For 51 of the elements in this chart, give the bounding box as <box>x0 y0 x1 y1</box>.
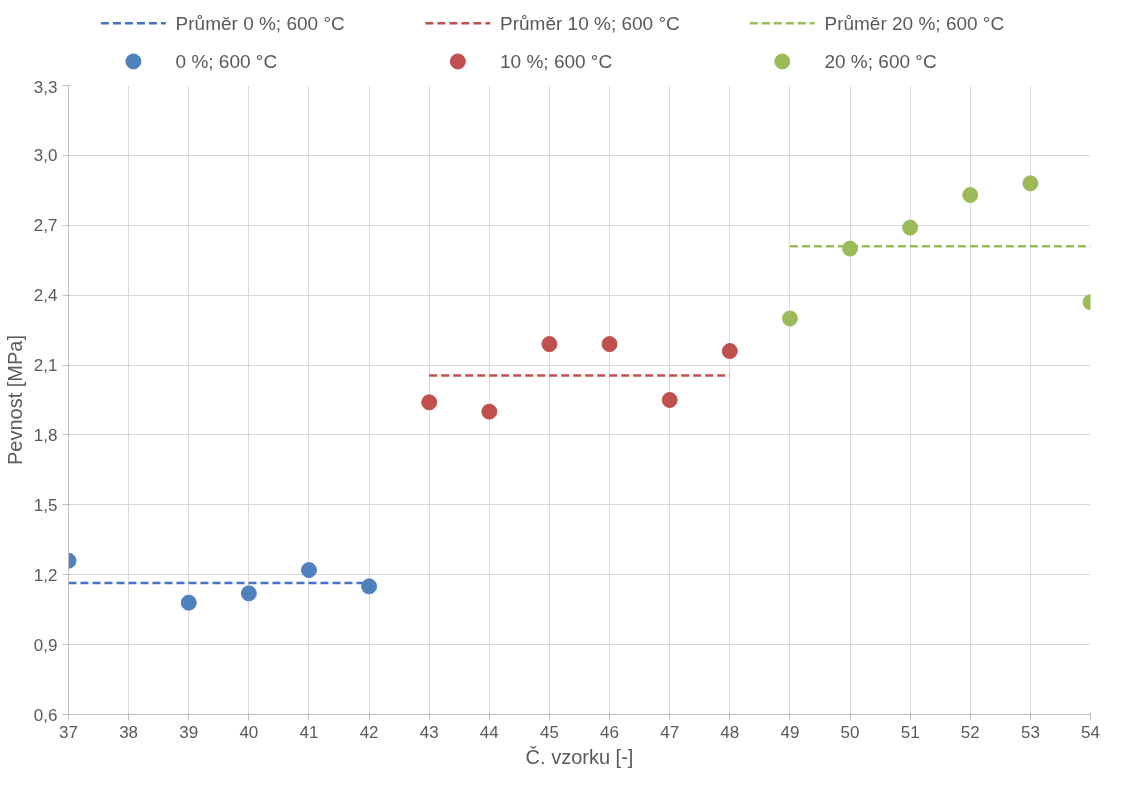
x-tick-label: 46 <box>600 722 620 742</box>
point <box>902 219 919 236</box>
x-tick-label: 42 <box>359 722 379 742</box>
x-tick-label: 50 <box>840 722 860 742</box>
y-tick-label: 2,4 <box>33 286 58 306</box>
y-tick-label: 3,0 <box>33 146 58 166</box>
x-tick-label: 52 <box>960 722 980 742</box>
x-tick-label: 54 <box>1081 722 1100 742</box>
x-tick-label: 49 <box>780 722 800 742</box>
point <box>842 240 859 257</box>
point <box>300 562 317 579</box>
legend-label: Průměr 10 %; 600 °C <box>500 12 680 34</box>
x-tick-label: 47 <box>660 722 680 742</box>
legend-label: 0 %; 600 °C <box>175 50 278 72</box>
legend-label: 10 %; 600 °C <box>500 50 613 72</box>
point <box>180 594 197 611</box>
x-axis-title: Č. vzorku [-] <box>525 745 634 768</box>
x-tick-label: 48 <box>720 722 740 742</box>
point <box>721 343 738 360</box>
y-tick-label: 2,1 <box>33 356 58 376</box>
point <box>481 403 498 420</box>
y-tick-label: 1,8 <box>33 425 58 445</box>
x-tick-label: 39 <box>179 722 199 742</box>
x-tick-label: 41 <box>299 722 319 742</box>
x-tick-label: 45 <box>539 722 559 742</box>
x-tick-label: 43 <box>419 722 439 742</box>
y-tick-label: 0,9 <box>33 635 58 655</box>
y-tick-label: 1,2 <box>33 565 58 585</box>
y-tick-label: 1,5 <box>33 495 58 515</box>
point <box>1022 175 1039 192</box>
x-tick-label: 40 <box>239 722 259 742</box>
y-tick-label: 3,3 <box>33 77 58 97</box>
point <box>661 392 678 408</box>
point <box>962 187 979 203</box>
point <box>541 336 558 353</box>
legend-label: 20 %; 600 °C <box>824 50 937 72</box>
x-tick-label: 53 <box>1020 722 1040 742</box>
x-tick-label: 44 <box>479 722 499 742</box>
point <box>240 585 257 602</box>
x-tick-label: 38 <box>119 722 139 742</box>
y-tick-label: 2,7 <box>33 216 58 236</box>
y-tick-label: 0,6 <box>33 705 58 725</box>
y-axis-title: Pevnost [MPa] <box>3 334 26 466</box>
point <box>421 394 438 411</box>
point <box>361 578 378 595</box>
x-tick-label: 51 <box>900 722 920 742</box>
point <box>781 310 798 327</box>
legend-label: Průměr 0 %; 600 °C <box>175 12 345 34</box>
x-tick-label: 37 <box>59 722 78 742</box>
point <box>601 336 618 353</box>
legend-label: Průměr 20 %; 600 °C <box>824 12 1005 34</box>
